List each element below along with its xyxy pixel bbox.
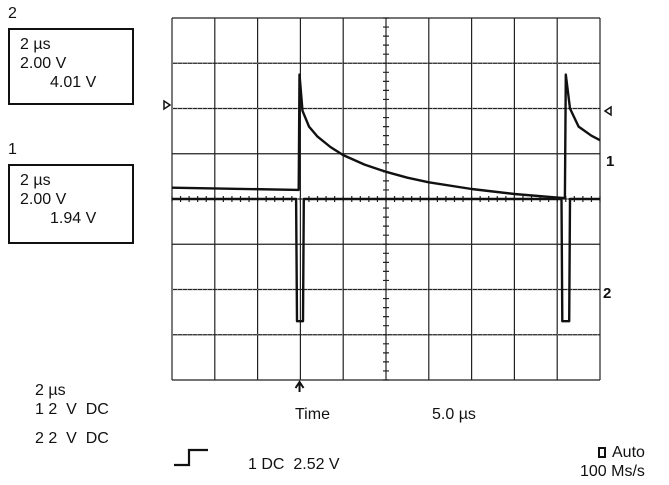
time-label: Time <box>295 406 330 423</box>
center-ticks-vertical <box>383 17 389 381</box>
ch2-coupling-setting: 2 2 V DC <box>35 430 109 447</box>
marker-group: 12 <box>163 99 614 392</box>
trace-label-1: 1 <box>606 153 614 170</box>
channel1-number: 1 <box>8 141 17 158</box>
trace-label-2: 2 <box>603 285 611 302</box>
channel2-number: 2 <box>8 5 17 22</box>
square-icon <box>598 447 606 458</box>
channel2-scale: 2.00 V <box>20 55 67 72</box>
ch1-coupling-setting: 1 2 V DC <box>35 401 109 418</box>
channel1-reading: 1.94 V <box>50 210 97 227</box>
trigger-info: 1 DC 2.52 V <box>248 456 340 473</box>
channel1-scale: 2.00 V <box>20 191 67 208</box>
trace-group <box>171 73 601 323</box>
channel2-timebase: 2 µs <box>20 36 51 53</box>
triangle-marker-icon <box>603 105 612 117</box>
channel2-reading: 4.01 V <box>50 74 97 91</box>
channel1-timebase: 2 µs <box>20 172 51 189</box>
up-arrow-icon <box>294 380 305 392</box>
acquisition-mode: Auto <box>598 444 645 462</box>
rising-edge-icon <box>174 448 208 467</box>
acquisition-mode-label: Auto <box>612 444 645 461</box>
channel1-settings-box: 2 µs 2.00 V 1.94 V <box>8 164 134 244</box>
trace-2 <box>172 197 600 323</box>
sample-rate: 100 Ms/s <box>580 463 645 480</box>
timebase-setting: 2 µs <box>35 382 66 399</box>
channel2-settings-box: 2 µs 2.00 V 4.01 V <box>8 28 134 105</box>
time-value: 5.0 µs <box>432 406 476 423</box>
triangle-marker-icon <box>163 99 172 111</box>
trace-1 <box>171 73 601 200</box>
